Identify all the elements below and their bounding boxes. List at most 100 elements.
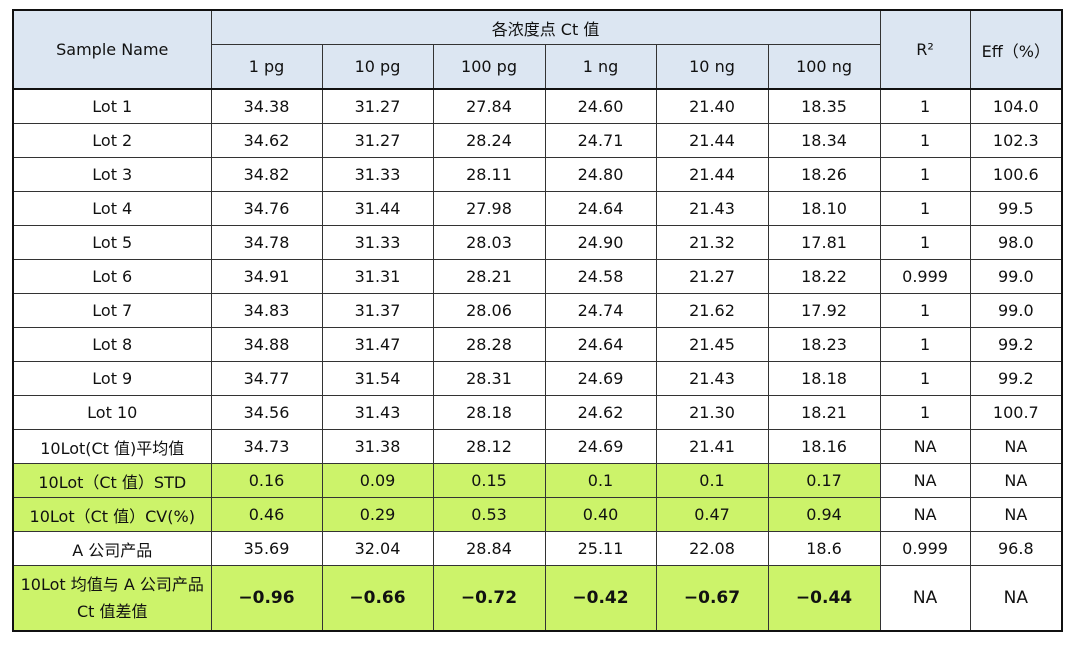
cell: 34.73 xyxy=(210,429,323,464)
cell: 0.1 xyxy=(655,463,769,498)
cell: 24.64 xyxy=(544,191,657,226)
cell: −0.44 xyxy=(767,565,881,632)
cell: NA xyxy=(969,565,1063,632)
cell: 24.80 xyxy=(544,157,657,192)
cell: 18.26 xyxy=(767,157,881,192)
cell: 0.29 xyxy=(321,497,434,532)
cell: 96.8 xyxy=(969,531,1063,566)
cell: 34.77 xyxy=(210,361,323,396)
cell: NA xyxy=(879,429,971,464)
cell: 102.3 xyxy=(969,123,1063,158)
cell: 0.17 xyxy=(767,463,881,498)
cell: 24.69 xyxy=(544,361,657,396)
cell: 21.43 xyxy=(655,191,769,226)
header-cell: 10 pg xyxy=(321,44,434,90)
table-row: Lot 7 34.83 31.37 28.06 24.74 21.62 17.92 1 99.0 xyxy=(12,293,1063,328)
cell: 18.22 xyxy=(767,259,881,294)
cell: 0.15 xyxy=(432,463,546,498)
cell: 21.45 xyxy=(655,327,769,362)
row-label: Lot 3 xyxy=(12,157,212,192)
row-label: Lot 4 xyxy=(12,191,212,226)
cell: 31.54 xyxy=(321,361,434,396)
cell: 28.31 xyxy=(432,361,546,396)
cell: 35.69 xyxy=(210,531,323,566)
cell: 28.24 xyxy=(432,123,546,158)
cell: 0.47 xyxy=(655,497,769,532)
cell: 99.0 xyxy=(969,293,1063,328)
cell: 0.94 xyxy=(767,497,881,532)
table-row: 10Lot(Ct 值)平均值 34.73 31.38 28.12 24.69 21.41 1… xyxy=(12,429,1063,464)
table-row: Lot 9 34.77 31.54 28.31 24.69 21.43 18.18 1 99.2 xyxy=(12,361,1063,396)
cell: 28.11 xyxy=(432,157,546,192)
row-label: Lot 7 xyxy=(12,293,212,328)
row-label: A 公司产品 xyxy=(12,531,212,566)
cell: 100.7 xyxy=(969,395,1063,430)
cell: 24.58 xyxy=(544,259,657,294)
header-cell: 100 pg xyxy=(432,44,546,90)
cell: 21.41 xyxy=(655,429,769,464)
cell: 1 xyxy=(879,225,971,260)
cell: 34.88 xyxy=(210,327,323,362)
table-row: Lot 1 34.38 31.27 27.84 24.60 21.40 18.35 1 104.… xyxy=(12,88,1063,124)
header-cell: 1 pg xyxy=(210,44,323,90)
table-row: Lot 6 34.91 31.31 28.21 24.58 21.27 18.22 0.999… xyxy=(12,259,1063,294)
row-label: Lot 1 xyxy=(12,88,212,124)
cell: −0.42 xyxy=(544,565,657,632)
cell: 34.62 xyxy=(210,123,323,158)
cell: 31.44 xyxy=(321,191,434,226)
table-row: A 公司产品 35.69 32.04 28.84 25.11 22.08 18.6 0.999… xyxy=(12,531,1063,566)
cell: 17.81 xyxy=(767,225,881,260)
header-row: 1 pg 10 pg 100 pg 1 ng 10 ng 100 ng xyxy=(13,44,1062,90)
cell: 28.28 xyxy=(432,327,546,362)
cell: 1 xyxy=(879,395,971,430)
row-label: Lot 2 xyxy=(12,123,212,158)
cell: 0.999 xyxy=(879,259,971,294)
cell: 31.43 xyxy=(321,395,434,430)
row-label: 10Lot（Ct 值）STD xyxy=(12,463,212,498)
cell: 1 xyxy=(879,191,971,226)
header-cell: R² xyxy=(879,9,971,90)
row-label: Lot 5 xyxy=(12,225,212,260)
header-cell: 1 ng xyxy=(544,44,657,90)
table-row: Lot 2 34.62 31.27 28.24 24.71 21.44 18.34 1 102.… xyxy=(12,123,1063,158)
cell: 1 xyxy=(879,157,971,192)
cell: 0.09 xyxy=(321,463,434,498)
cell: 24.90 xyxy=(544,225,657,260)
cell: 0.53 xyxy=(432,497,546,532)
cell: NA xyxy=(969,497,1063,532)
cell: 18.34 xyxy=(767,123,881,158)
cell: 31.37 xyxy=(321,293,434,328)
cell: 28.12 xyxy=(432,429,546,464)
cell: 21.44 xyxy=(655,123,769,158)
row-label: Lot 8 xyxy=(12,327,212,362)
table-row: Lot 5 34.78 31.33 28.03 24.90 21.32 17.81 1 98.0 xyxy=(12,225,1063,260)
cell: 34.82 xyxy=(210,157,323,192)
cell: 22.08 xyxy=(655,531,769,566)
cell: 99.0 xyxy=(969,259,1063,294)
cell: 24.64 xyxy=(544,327,657,362)
table-body: Lot 1 34.38 31.27 27.84 24.60 21.40 18.35 1 104.… xyxy=(12,88,1063,632)
cell: 31.31 xyxy=(321,259,434,294)
cell: 104.0 xyxy=(969,88,1063,124)
cell: −0.66 xyxy=(321,565,434,632)
cell: 27.84 xyxy=(432,88,546,124)
cell: 18.21 xyxy=(767,395,881,430)
table-row: 10Lot（Ct 值）CV(%) 0.46 0.29 0.53 0.40 0.47 0.94… xyxy=(12,497,1063,532)
table-row: Lot 10 34.56 31.43 28.18 24.62 21.30 18.21 1 100… xyxy=(12,395,1063,430)
cell: 18.6 xyxy=(767,531,881,566)
cell: 27.98 xyxy=(432,191,546,226)
row-label: Lot 6 xyxy=(12,259,212,294)
row-label: 10Lot（Ct 值）CV(%) xyxy=(12,497,212,532)
cell: 34.83 xyxy=(210,293,323,328)
cell: 25.11 xyxy=(544,531,657,566)
cell: 18.16 xyxy=(767,429,881,464)
cell: 18.35 xyxy=(767,88,881,124)
cell: 21.44 xyxy=(655,157,769,192)
cell: 100.6 xyxy=(969,157,1063,192)
cell: 28.06 xyxy=(432,293,546,328)
cell: 0.16 xyxy=(210,463,323,498)
cell: 24.71 xyxy=(544,123,657,158)
data-table: Sample Name 各浓度点 Ct 值 R² Eff（%） 1 pg 10 p… xyxy=(12,9,1064,632)
header-cell: 各浓度点 Ct 值 xyxy=(210,9,881,45)
cell: 28.84 xyxy=(432,531,546,566)
